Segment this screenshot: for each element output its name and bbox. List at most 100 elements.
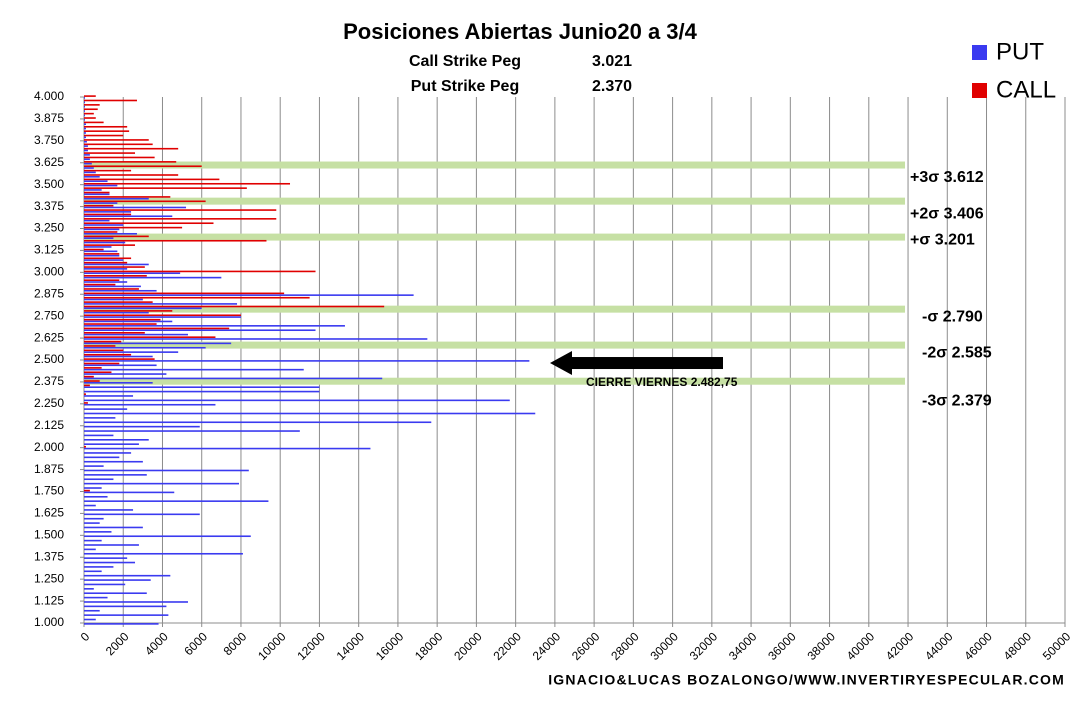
bar: [84, 552, 243, 555]
bar: [84, 140, 87, 143]
bar: [84, 178, 220, 181]
bar: [84, 276, 222, 279]
bar: [84, 187, 247, 189]
legend-swatch: [972, 83, 987, 98]
y-tick-label: 2.625: [34, 330, 64, 344]
bar: [84, 174, 179, 176]
y-tick-label: 3.000: [34, 265, 64, 279]
bar: [84, 323, 157, 325]
bar: [84, 386, 320, 388]
bar: [84, 288, 139, 290]
bar: [84, 204, 114, 207]
y-tick-label: 1.875: [34, 462, 64, 476]
bar: [84, 522, 100, 524]
y-tick-label: 1.125: [34, 593, 64, 607]
bar: [84, 196, 171, 198]
bar: [84, 246, 112, 248]
bar: [84, 108, 98, 111]
sigma-band: [84, 341, 905, 349]
bar: [84, 311, 149, 314]
bar: [84, 509, 134, 511]
bar: [84, 570, 102, 573]
y-tick-label: 2.750: [34, 308, 64, 322]
bar: [84, 206, 187, 209]
bar: [84, 275, 147, 277]
bar: [84, 402, 88, 404]
bar: [84, 452, 132, 454]
bar: [84, 500, 269, 502]
bar: [84, 279, 120, 281]
sigma-band: [84, 377, 905, 385]
bar: [84, 380, 100, 382]
bar: [84, 588, 94, 590]
bar: [84, 349, 124, 352]
bar: [84, 340, 122, 343]
bar: [84, 101, 85, 104]
bar: [84, 121, 104, 124]
bar: [84, 296, 310, 299]
bar: [84, 445, 86, 448]
y-tick-label: 1.375: [34, 549, 64, 563]
bar: [84, 226, 183, 229]
bar: [84, 517, 104, 520]
bar: [84, 253, 120, 255]
y-tick-label: 1.500: [34, 528, 64, 542]
sigma-band: [84, 197, 905, 205]
bar: [84, 358, 155, 360]
bar: [84, 139, 149, 141]
bar: [84, 162, 92, 165]
bar: [84, 310, 173, 312]
bar: [84, 105, 85, 108]
bar: [84, 412, 536, 415]
bar: [84, 353, 132, 356]
bar: [84, 596, 108, 599]
bar: [84, 254, 120, 257]
bar: [84, 235, 149, 238]
bar: [84, 219, 110, 222]
bar: [84, 384, 90, 387]
bar: [84, 583, 126, 586]
bar: [84, 439, 149, 441]
bar: [84, 184, 118, 187]
bar: [84, 395, 134, 397]
bar: [84, 200, 206, 203]
bar: [84, 209, 277, 211]
bar: [84, 104, 100, 106]
bar: [84, 213, 132, 216]
bar: [84, 421, 432, 424]
bar: [84, 305, 385, 308]
bar: [84, 294, 414, 296]
bar: [84, 456, 120, 459]
bar: [84, 272, 181, 275]
y-tick-label: 2.375: [34, 374, 64, 388]
bar: [84, 579, 151, 581]
bar: [84, 202, 118, 204]
bar: [84, 316, 241, 318]
peg-value: 3.021: [592, 53, 632, 70]
bar: [84, 268, 128, 270]
bar: [84, 169, 132, 172]
bar: [84, 417, 116, 419]
bar: [84, 474, 147, 476]
bar: [84, 531, 112, 533]
bar: [84, 390, 320, 393]
y-tick-label: 3.625: [34, 155, 64, 169]
bar: [84, 117, 96, 119]
bar: [84, 125, 128, 128]
bar: [84, 191, 110, 194]
bar: [84, 601, 188, 603]
bar: [84, 367, 102, 369]
bar: [84, 136, 86, 139]
bar: [84, 228, 120, 231]
bar: [84, 130, 130, 132]
y-tick-label: 1.750: [34, 484, 64, 498]
bar: [84, 425, 200, 428]
bar: [84, 119, 85, 121]
bar: [84, 513, 200, 516]
bar: [84, 158, 90, 161]
bar: [84, 345, 116, 347]
bar: [84, 362, 120, 365]
bar: [84, 539, 102, 542]
bar: [84, 152, 136, 154]
sigma-label: +2σ 3.406: [910, 205, 984, 222]
